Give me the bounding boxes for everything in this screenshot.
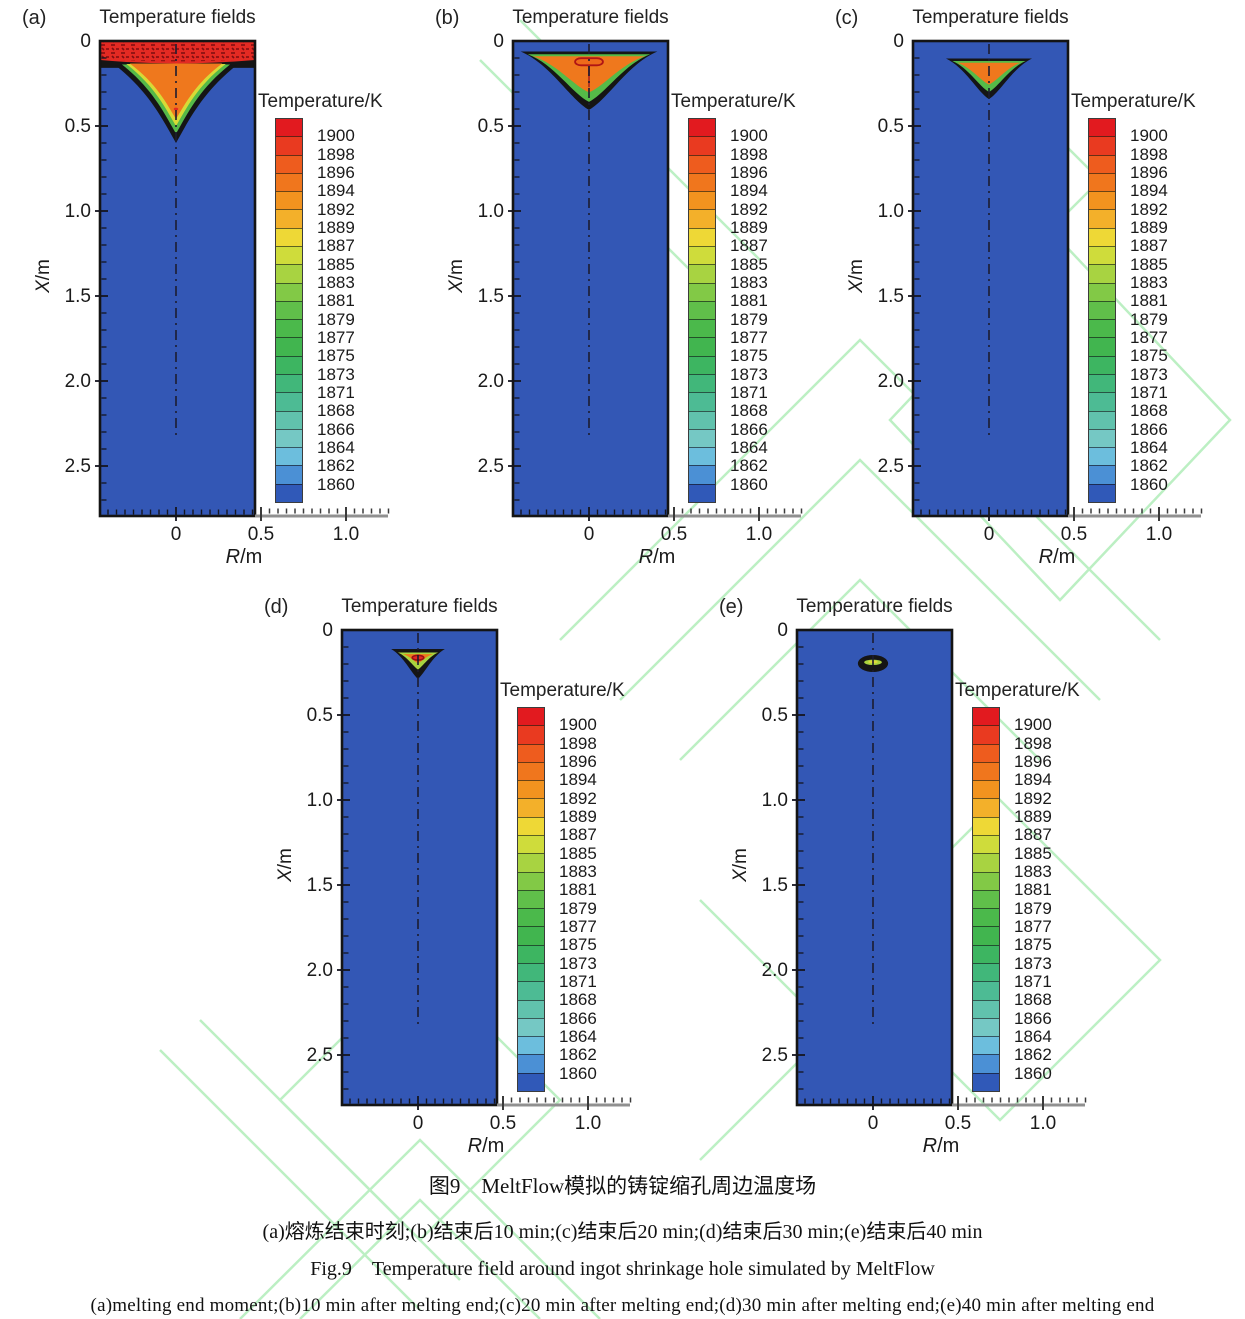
x-axis-label: R/m [639,546,676,568]
y-tick-label: 2.0 [65,371,91,392]
y-tick-label: 0.5 [65,116,91,137]
panel-label: (a) [22,7,47,29]
y-tick-label: 2.0 [878,371,904,392]
y-tick-label: 2.0 [307,960,333,981]
x-axis-ticks [502,1096,632,1110]
y-axis-label: X/m [730,848,751,882]
y-axis-label: X/m [446,259,467,293]
y-tick-label: 1.5 [762,875,788,896]
panel-title: Temperature fields [912,7,1069,28]
x-axis-label: R/m [923,1135,960,1157]
y-tick-label: 2.5 [478,456,504,477]
caption-en: Fig.9 Temperature field around ingot shr… [310,1258,935,1280]
x-tick-label: 0.5 [248,524,274,545]
y-tick-label: 1.5 [478,286,504,307]
ingot-region [913,41,1068,516]
x-tick-label: 0 [413,1113,424,1134]
x-tick-label: 1.0 [1030,1113,1056,1134]
panel-title: Temperature fields [341,596,498,617]
y-axis-label: X/m [275,848,296,882]
ingot-region [513,41,668,516]
ingot-region [342,630,497,1105]
contour-plot-c: 0 0.5 1.0 R/m 0 0.5 1.0 1.5 2.0 2.5 [878,31,1203,568]
y-tick-label: 2.5 [878,456,904,477]
y-tick-label: 0 [893,31,904,52]
caption-subitems-zh: (a)熔炼结束时刻;(b)结束后10 min;(c)结束后20 min;(d)结… [262,1221,983,1243]
y-tick-label: 1.0 [762,790,788,811]
y-tick-label: 0 [493,31,504,52]
y-tick-label: 1.5 [65,286,91,307]
panel-label: (c) [835,7,859,29]
x-tick-label: 0.5 [1061,524,1087,545]
x-axis-label: R/m [1039,546,1076,568]
contour-plot-d: 0 0.5 1.0 R/m 0 0.5 1.0 1.5 2.0 2.5 [307,620,632,1157]
y-tick-label: 0 [777,620,788,641]
panel-label: (e) [719,596,744,618]
ingot-region [797,630,952,1105]
panel-label: (d) [264,596,289,618]
x-axis-ticks [957,1096,1087,1110]
x-tick-label: 0 [171,524,182,545]
y-axis-label: X/m [33,259,54,293]
x-tick-label: 0 [868,1113,879,1134]
caption-zh: 图9 MeltFlow模拟的铸锭缩孔周边温度场 [428,1174,817,1198]
x-tick-label: 0.5 [945,1113,971,1134]
x-tick-label: 1.0 [1146,524,1172,545]
x-axis-label: R/m [468,1135,505,1157]
y-axis-label: X/m [846,259,867,293]
y-tick-label: 1.0 [65,201,91,222]
panel-c: 0 0.5 1.0 R/m 0 0.5 1.0 1.5 2.0 2.5 (c) Temperatu… [823,3,1228,588]
y-tick-label: 1.5 [307,875,333,896]
y-tick-label: 1.5 [878,286,904,307]
contour-plot-e: 0 0.5 1.0 R/m 0 0.5 1.0 1.5 2.0 2.5 [762,620,1087,1157]
x-tick-label: 1.0 [333,524,359,545]
y-tick-label: 2.0 [762,960,788,981]
y-tick-label: 2.5 [307,1045,333,1066]
y-tick-label: 0.5 [307,705,333,726]
axis-ticks [95,57,254,521]
x-tick-label: 0 [584,524,595,545]
panel-label: (b) [435,7,460,29]
y-tick-label: 1.0 [307,790,333,811]
y-tick-label: 1.0 [478,201,504,222]
x-tick-label: 0.5 [661,524,687,545]
y-tick-label: 0.5 [762,705,788,726]
y-tick-label: 0.5 [878,116,904,137]
x-tick-label: 0 [984,524,995,545]
y-tick-label: 0 [80,31,91,52]
x-axis-ticks [260,507,390,521]
panel-e: 0 0.5 1.0 R/m 0 0.5 1.0 1.5 2.0 2.5 (e) Temperatu… [707,592,1112,1177]
caption-subitems-en: (a)melting end moment;(b)10 min after me… [90,1295,1155,1316]
plot-border [98,39,257,518]
panel-title: Temperature fields [796,596,953,617]
contour-plot-b: 0 0.5 1.0 R/m 0 0.5 1.0 1.5 2.0 2.5 [478,31,803,568]
panel-title: Temperature fields [512,7,669,28]
panel-a: 0 0.5 1.0 R/m 0 0.5 1.0 1.5 2.0 2.5 (a) Temperatu… [10,3,415,588]
x-axis-ticks [1073,507,1203,521]
x-axis-label: R/m [226,546,263,568]
y-tick-label: 2.5 [65,456,91,477]
panel-d: 0 0.5 1.0 R/m 0 0.5 1.0 1.5 2.0 2.5 (d) Temperatu… [252,592,657,1177]
y-tick-label: 2.0 [478,371,504,392]
y-tick-label: 0.5 [478,116,504,137]
panel-title: Temperature fields [99,7,256,28]
x-tick-label: 1.0 [575,1113,601,1134]
y-tick-label: 1.0 [878,201,904,222]
x-axis-ticks [673,507,803,521]
x-tick-label: 0.5 [490,1113,516,1134]
contour-plot-a: 0 0.5 1.0 R/m 0 0.5 1.0 1.5 2.0 2.5 [65,31,390,568]
figure-caption-block: 图9 MeltFlow模拟的铸锭缩孔周边温度场 (a)熔炼结束时刻;(b)结束后… [0,1170,1245,1317]
y-tick-label: 2.5 [762,1045,788,1066]
panel-b: 0 0.5 1.0 R/m 0 0.5 1.0 1.5 2.0 2.5 (b) Temperatu… [423,3,828,588]
y-tick-label: 0 [322,620,333,641]
x-tick-label: 1.0 [746,524,772,545]
